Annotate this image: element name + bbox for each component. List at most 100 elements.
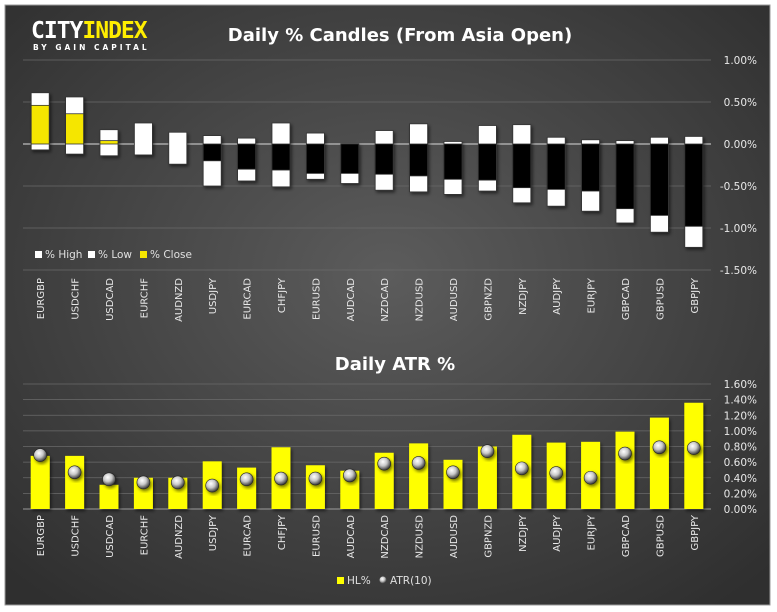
hl-bar-gbpjpy [684, 402, 704, 509]
x-tick-label: NZDJPY [518, 514, 529, 552]
candle-range [168, 131, 188, 165]
x-tick-label: CHFJPY [277, 277, 288, 313]
x-tick-label: AUDCAD [346, 278, 357, 322]
legend-close-label: % Close [150, 249, 192, 261]
x-tick-label: GBPCAD [621, 515, 632, 557]
x-tick-label: GBPJPY [690, 277, 701, 313]
y-tick-label: -0.50% [720, 181, 757, 193]
x-tick-label: EURUSD [311, 515, 322, 557]
legend-hl-label: HL% [347, 575, 371, 587]
atr-marker-nzdusd [411, 456, 426, 470]
y-tick-label: 0.40% [724, 473, 757, 485]
candle-body [30, 104, 50, 145]
candle-nzdcad [374, 130, 394, 191]
y-tick-label: 0.50% [724, 97, 757, 109]
x-tick-label: EURGBP [36, 278, 47, 319]
candle-usdchf [65, 96, 84, 155]
legend-hl-swatch [337, 577, 344, 584]
x-tick-label: EURJPY [587, 514, 598, 550]
x-tick-label: AUDUSD [449, 278, 460, 322]
atr-marker-gbpusd [652, 440, 667, 455]
x-tick-label: NZDUSD [415, 515, 426, 559]
atr-marker-chfjpy [274, 471, 288, 486]
candle-body [409, 143, 429, 177]
candle-usdcad [99, 129, 119, 157]
atr-marker-audnzd [171, 475, 185, 490]
candle-audusd [443, 141, 463, 195]
x-tick-label: GBPUSD [655, 515, 666, 557]
atr-marker-eurgbp [33, 448, 48, 462]
atr-marker-eurusd [308, 471, 323, 486]
candle-body [99, 140, 119, 145]
y-tick-label: 1.00% [724, 426, 757, 438]
candles-chart: 1.00% 0.50% 0.00% -0.50% -1.00% -1.50% EURGBP U… [23, 55, 757, 322]
candle-body [340, 143, 360, 174]
hl-bar-usdcad [99, 484, 119, 509]
x-tick-label: AUDJPY [552, 514, 563, 552]
x-tick-label: NZDCAD [380, 278, 391, 322]
logo-index: INDEX [82, 18, 147, 44]
candle-audjpy [546, 136, 566, 207]
legend-high-swatch [35, 251, 42, 258]
candle-body [615, 143, 635, 210]
atr-legend: HL% ATR(10) [337, 575, 432, 587]
candle-eurjpy [581, 139, 600, 212]
atr-marker-eurcad [239, 472, 254, 487]
atr-marker-eurchf [136, 475, 151, 490]
candle-body [237, 143, 257, 170]
x-tick-label: USDJPY [208, 514, 219, 551]
hl-bar-gbpusd [649, 417, 669, 509]
legend-low-label: % Low [98, 249, 132, 261]
x-tick-label: NZDJPY [518, 277, 529, 315]
x-tick-label: EURJPY [587, 277, 598, 313]
x-tick-label: AUDNZD [174, 278, 185, 322]
x-tick-label: GBPNZD [483, 278, 494, 321]
atr-marker-gbpcad [618, 446, 632, 461]
x-tick-label: USDCHF [71, 515, 82, 557]
legend-atr-marker [379, 576, 387, 584]
candle-body [477, 143, 497, 181]
candle-gbpjpy [684, 136, 704, 248]
hl-bar-nzdusd [409, 443, 429, 509]
candles-legend: % High % Low % Close [35, 249, 192, 261]
candle-gbpusd [650, 136, 669, 233]
x-tick-label: USDCHF [71, 278, 82, 320]
candle-body [305, 143, 325, 174]
candle-range [133, 122, 153, 156]
hl-bar-usdchf [65, 455, 85, 509]
y-tick-label: 1.60% [724, 379, 757, 391]
candle-gbpnzd [477, 125, 497, 192]
candle-audcad [340, 143, 360, 184]
atr-marker-eurjpy [583, 470, 598, 485]
candle-body [512, 143, 532, 189]
atr-marker-gbpnzd [480, 444, 495, 458]
y-tick-label: 0.00% [724, 504, 757, 516]
candle-body [443, 143, 463, 180]
candle-eurgbp [30, 92, 50, 151]
atr-marker-audusd [446, 465, 460, 480]
x-tick-label: EURCHF [139, 278, 150, 319]
candle-eurchf [133, 122, 153, 156]
candle-gbpcad [615, 140, 635, 224]
candle-body [650, 143, 669, 216]
x-tick-label: EURCAD [243, 515, 254, 557]
candle-body [546, 143, 566, 190]
x-tick-label: GBPUSD [655, 278, 666, 320]
hl-bar-gbpnzd [477, 446, 497, 509]
x-tick-label: USDCAD [105, 278, 116, 321]
y-tick-label: 0.00% [724, 139, 757, 151]
y-tick-label: 1.40% [724, 395, 757, 407]
atr-chart-title: Daily ATR % [335, 354, 455, 375]
atr-marker-usdjpy [205, 478, 219, 493]
logo-city: CITY [31, 18, 84, 44]
candle-eurcad [237, 137, 257, 182]
legend-high-label: % High [45, 249, 82, 261]
hl-bar-gbpcad [615, 431, 635, 509]
atr-marker-nzdjpy [514, 461, 529, 476]
svg-text:CITYINDEX: CITYINDEX [31, 18, 148, 44]
y-tick-label: 0.20% [724, 488, 757, 500]
y-tick-label: -1.00% [720, 223, 757, 235]
x-tick-label: AUDCAD [346, 515, 357, 559]
atr-marker-audcad [342, 468, 357, 483]
candle-audnzd [168, 131, 188, 165]
